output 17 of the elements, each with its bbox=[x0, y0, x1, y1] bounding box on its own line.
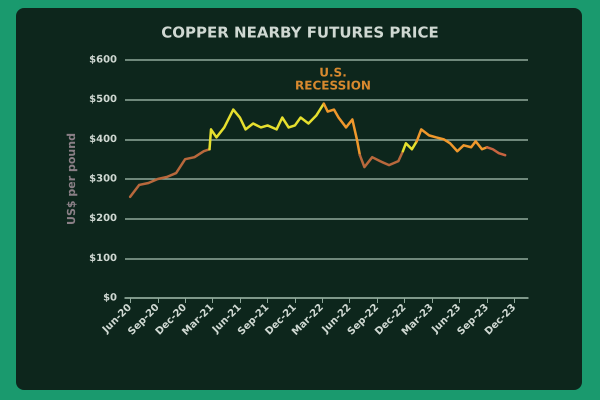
chart-title: COPPER NEARBY FUTURES PRICE bbox=[161, 24, 439, 42]
line-series bbox=[415, 128, 488, 152]
y-axis-title: US$ per pound bbox=[65, 133, 78, 225]
line-series bbox=[208, 102, 326, 150]
annotation: U.S. RECESSION bbox=[295, 66, 371, 92]
y-tick-label: $500 bbox=[89, 94, 118, 106]
y-tick-label: $200 bbox=[89, 213, 118, 224]
y-tick-label: $400 bbox=[89, 134, 118, 145]
y-tick-label: $600 bbox=[89, 54, 118, 66]
line-series bbox=[322, 102, 362, 156]
y-tick-label: $300 bbox=[89, 174, 118, 184]
line-series bbox=[402, 140, 418, 152]
line-series bbox=[128, 148, 211, 198]
y-tick-label: $0 bbox=[103, 292, 118, 304]
y-tick-label: $100 bbox=[89, 252, 118, 264]
line-series bbox=[358, 150, 404, 168]
line-series bbox=[486, 146, 506, 156]
